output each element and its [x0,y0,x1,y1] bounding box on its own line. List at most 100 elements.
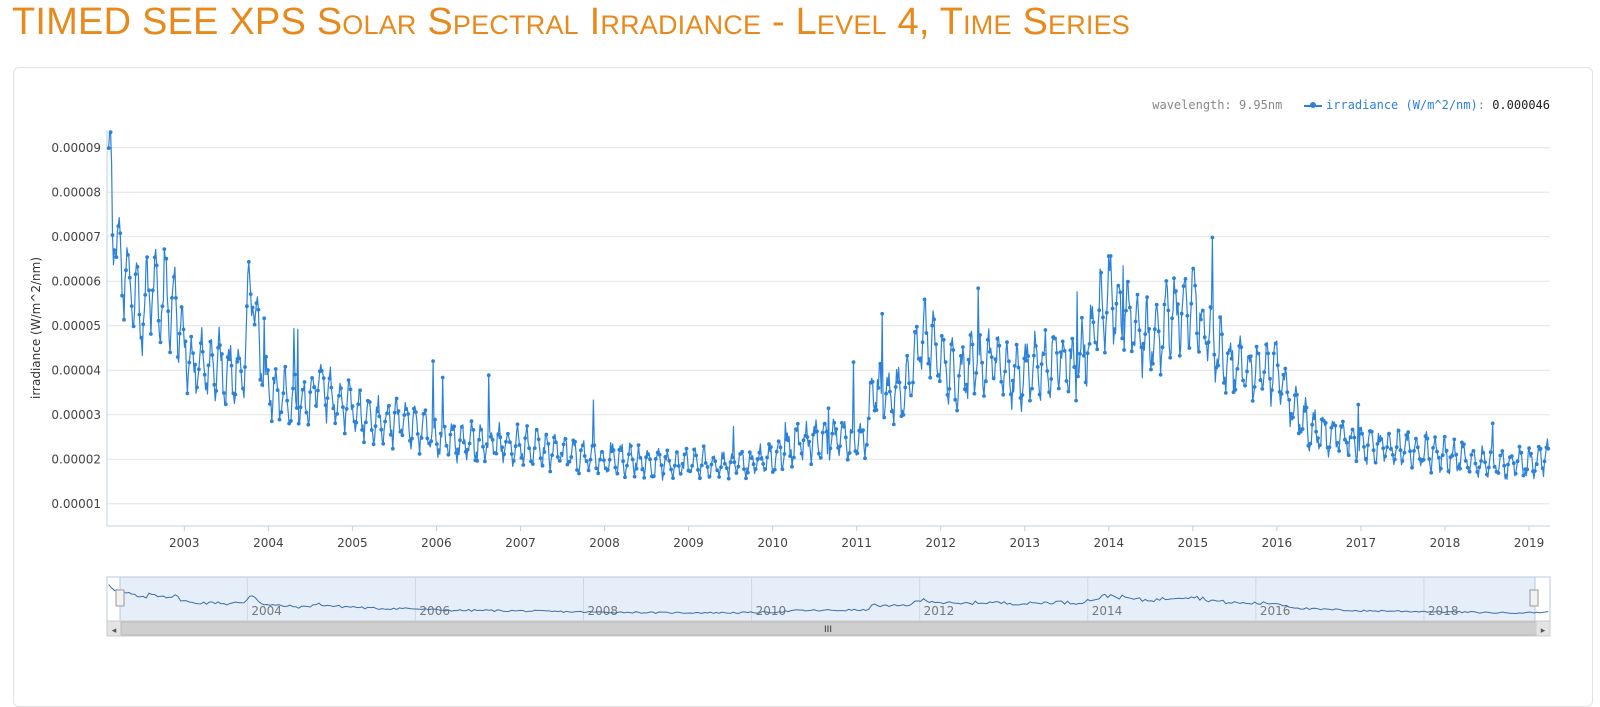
data-point[interactable] [210,353,215,357]
data-point[interactable] [667,458,672,463]
data-point[interactable] [1488,450,1493,455]
data-point[interactable] [1166,308,1171,313]
data-point[interactable] [976,286,981,291]
data-point[interactable] [699,463,704,468]
data-point[interactable] [195,385,199,390]
data-point[interactable] [705,465,710,469]
data-point[interactable] [471,428,476,432]
data-point[interactable] [1517,444,1522,449]
data-point[interactable] [139,335,144,340]
data-point[interactable] [1264,342,1269,347]
data-point[interactable] [508,440,512,444]
data-point[interactable] [863,456,867,461]
data-point[interactable] [1225,351,1230,356]
data-point[interactable] [1389,447,1393,451]
data-point[interactable] [162,247,167,252]
data-point[interactable] [198,341,203,345]
data-point[interactable] [1248,354,1253,359]
data-point[interactable] [436,448,441,452]
data-point[interactable] [425,436,430,441]
data-point[interactable] [220,352,224,356]
data-point[interactable] [534,427,539,432]
data-point[interactable] [1429,470,1434,475]
data-point[interactable] [1200,308,1205,313]
data-point[interactable] [1394,445,1399,449]
data-point[interactable] [1087,342,1092,346]
data-point[interactable] [1172,276,1176,281]
data-point[interactable] [312,385,316,390]
data-point[interactable] [970,342,975,347]
data-point[interactable] [341,405,345,409]
data-point[interactable] [951,348,956,352]
data-point[interactable] [1511,461,1516,466]
data-point[interactable] [1402,450,1407,455]
data-point[interactable] [1515,459,1520,464]
data-point[interactable] [790,464,794,469]
data-point[interactable] [293,372,297,377]
data-point[interactable] [193,362,198,367]
data-point[interactable] [283,364,288,369]
data-point[interactable] [302,380,307,384]
data-point[interactable] [342,431,347,436]
data-point[interactable] [243,365,247,369]
data-point[interactable] [1310,422,1315,427]
data-point[interactable] [646,452,650,457]
data-point[interactable] [1381,446,1386,451]
data-point[interactable] [732,460,737,465]
data-point[interactable] [348,387,353,392]
data-point[interactable] [1258,378,1263,383]
data-point[interactable] [934,342,938,347]
data-point[interactable] [905,353,910,358]
data-point[interactable] [325,396,330,400]
data-point[interactable] [1170,316,1174,321]
data-point[interactable] [1068,348,1073,353]
data-point[interactable] [413,410,418,414]
data-point[interactable] [1035,365,1040,369]
data-point[interactable] [122,317,126,322]
data-point[interactable] [565,462,570,467]
data-point[interactable] [678,472,683,476]
data-point[interactable] [1126,279,1130,284]
data-point[interactable] [496,432,501,437]
data-point[interactable] [1218,315,1222,320]
data-point[interactable] [143,293,148,297]
data-point[interactable] [304,410,309,415]
data-point[interactable] [246,260,251,264]
data-point[interactable] [147,288,151,293]
data-point[interactable] [555,455,560,459]
data-point[interactable] [300,387,305,392]
data-point[interactable] [1039,362,1044,366]
data-point[interactable] [561,442,566,447]
data-point[interactable] [1049,377,1054,381]
data-point[interactable] [208,339,213,344]
data-point[interactable] [600,449,604,454]
data-point[interactable] [388,432,393,437]
data-point[interactable] [1410,465,1414,470]
data-point[interactable] [1343,437,1347,442]
data-point[interactable] [1009,392,1013,397]
data-point[interactable] [552,435,556,440]
data-point[interactable] [807,439,812,444]
data-point[interactable] [511,459,516,463]
data-point[interactable] [1271,351,1276,356]
data-point[interactable] [1005,340,1009,345]
data-point[interactable] [108,130,113,135]
data-point[interactable] [1124,308,1128,313]
data-point[interactable] [145,255,150,259]
data-point[interactable] [757,450,762,455]
data-point[interactable] [440,375,445,380]
data-point[interactable] [1467,469,1472,474]
data-point[interactable] [285,398,290,403]
data-point[interactable] [1053,336,1057,341]
data-point[interactable] [1475,470,1480,474]
data-point[interactable] [1187,346,1192,350]
data-point[interactable] [579,448,583,453]
data-point[interactable] [888,389,892,394]
data-point[interactable] [1243,383,1247,388]
legend-series-name[interactable]: irradiance (W/m^2/nm) [1326,98,1478,112]
data-point[interactable] [949,342,954,347]
data-point[interactable] [402,413,407,417]
data-point[interactable] [229,363,234,368]
data-point[interactable] [744,476,748,481]
data-point[interactable] [216,345,221,350]
